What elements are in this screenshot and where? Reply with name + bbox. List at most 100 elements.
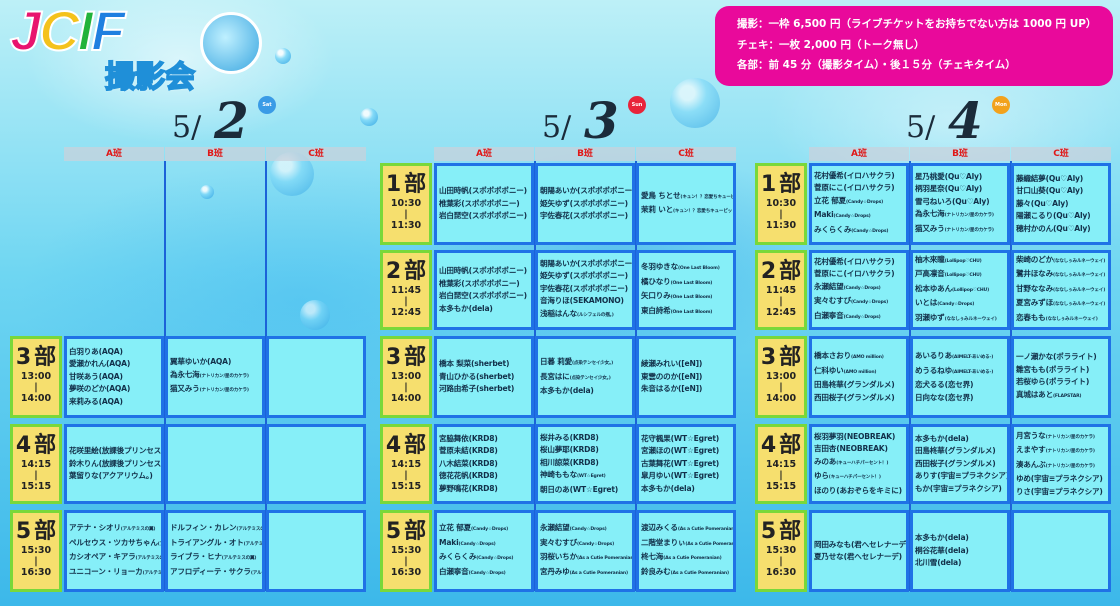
performer-name: 愛鳥 ちとせ	[641, 190, 681, 200]
session-start-time: 10:30	[390, 198, 422, 209]
group-name: (Candy☆Drops)	[851, 228, 889, 234]
session-start-time: 13:00	[765, 371, 797, 382]
performer-name: 柴崎のどか	[1016, 254, 1053, 264]
session-number: 4	[760, 433, 777, 458]
performer-entry: 朝陽あいか(スポポポポニー)	[540, 258, 632, 271]
performer-name: 為永七海	[170, 369, 200, 379]
performer-name: 田島柊華	[814, 380, 844, 389]
performer-entry: 岡田みなも(君へセレナーデ)	[814, 539, 906, 552]
group-name: (Candy☆Drops)	[833, 214, 871, 220]
performer-name: えまやす	[1016, 445, 1046, 455]
performer-entry: 月宮うな(ナトリカン/星のカケラ)	[1016, 430, 1108, 445]
group-name: (AQA)	[98, 371, 123, 381]
performer-entry: もか(宇宙≡プラネクシア)	[915, 483, 1007, 496]
performer-entry: 日向なな(恋セ界)	[915, 392, 1007, 405]
group-name: (スポポポポニー)	[461, 278, 520, 288]
performer-entry: 実々むすび(Candy☆Drops)	[540, 537, 632, 552]
group-name: (キューハチパーセント！)	[836, 460, 889, 466]
performer-name: 菅原にこ	[814, 269, 844, 279]
performer-name: 河路由希子	[439, 384, 476, 394]
session-time-block: 5 部 15:30 | 16:30	[755, 510, 807, 592]
performer-entry: 鈴良みむ(As a Cutie Pomeranian)	[641, 566, 733, 581]
info-line-cheki: チェキ：一枚 2,000 円（トーク無し）	[737, 38, 925, 51]
performer-name: みくらくみ	[814, 224, 852, 234]
performer-entry: 河路由希子(sherbet)	[439, 383, 531, 396]
group-name: (Candy☆Drops)	[843, 285, 881, 291]
weekday-badge: Sun	[628, 96, 646, 114]
performer-entry: 桐谷花華(dela)	[915, 545, 1007, 558]
schedule-cell: 花村優希(イロハサクラ) 菅原にこ(イロハサクラ) 永瀬結望(Candy☆Drops…	[809, 250, 909, 330]
time-separator: |	[34, 470, 38, 481]
session-start-time: 13:00	[390, 371, 422, 382]
performer-name: みのあ	[814, 456, 837, 466]
group-name: (Qu♡Aly)	[1052, 223, 1091, 233]
performer-name: 本多もか	[915, 433, 945, 443]
time-separator: |	[779, 556, 783, 567]
time-separator: |	[779, 470, 783, 481]
session-suffix: 部	[34, 345, 57, 370]
date-prefix: 5/	[172, 110, 202, 145]
group-name: (アルテミスの翼)	[157, 541, 164, 547]
performer-entry: 藤織結夢(Qu♡Aly)	[1016, 173, 1108, 186]
schedule-cell: 山田時帆(スポポポポニー) 椎葉彩(スポポポポニー) 岩白琵空(スポポポポニー)	[434, 163, 534, 245]
performer-name: 甘野ななみ	[1016, 283, 1053, 293]
time-separator: |	[404, 556, 408, 567]
session-time-block: 4 部 14:15 | 15:15	[755, 424, 807, 504]
performer-name: 戸高凛音	[915, 269, 945, 279]
group-name: (宇宙≡プラネクシア)	[1030, 486, 1103, 496]
group-name: (Candy☆Drops)	[576, 541, 614, 547]
performer-entry: 立花 郁夏(Candy☆Drops)	[814, 195, 906, 210]
performer-name: カシオペア・キアラ	[69, 552, 136, 561]
group-name: (AQA)	[105, 359, 131, 369]
performer-entry: 東白詩希(One Last Bloom)	[641, 305, 733, 320]
performer-name: 夢野鳴花	[439, 483, 469, 493]
performer-entry: 二階堂まりぃ(As a Cutie Pomeranian)	[641, 537, 733, 552]
time-separator: |	[404, 209, 408, 220]
performer-entry: 若桜ゆら(ポラライト)	[1016, 376, 1108, 389]
performer-name: 綾瀬みれい	[641, 359, 678, 369]
performer-entry: 松本ゆあん(Lollipop♡CHU)	[915, 283, 1007, 298]
performer-entry: みのあ(キューハチパーセント！)	[814, 456, 906, 471]
performer-entry: 桜山夢耶(KRD8)	[540, 444, 632, 457]
performer-name: 花咲里絵	[69, 446, 99, 456]
performer-entry: 為永七海(ナトリカン/星のカケラ)	[915, 208, 1007, 223]
performer-entry: 実々むすび(Candy☆Drops)	[814, 295, 906, 310]
performer-name: 桜山夢耶	[540, 445, 570, 455]
schedule-cell: 柴崎のどか(ななしぅみルネーウェイ) 鷺井ほなみ(ななしぅみルネーウェイ) 甘野なな…	[1011, 250, 1111, 330]
performer-name: 音海りほ	[540, 296, 570, 306]
group-name: (Lollipop♡CHU)	[951, 287, 989, 293]
group-name: (KRD8)	[468, 433, 498, 443]
group-name: (ナトリカン/星のカケラ)	[1045, 449, 1095, 455]
performer-name: 岩白琵空	[439, 211, 469, 221]
performer-entry: 鈴木りん(放課後プリンセス)	[69, 458, 161, 471]
performer-name: 桜井みる	[540, 432, 570, 442]
performer-name: 岡田みなも	[814, 539, 851, 549]
performer-name: 柚木來瞳	[915, 254, 945, 264]
logo-letter: I	[77, 0, 94, 62]
performer-entry: 古葉舞花(WT☆Egret)	[641, 458, 733, 471]
performer-name: 陽瀬こるり	[1016, 211, 1053, 221]
bubble-decoration	[300, 300, 330, 330]
schedule-cell: 橋本さおり(AMO million) 仁科ゆい(AMO million) 田島柊華(…	[809, 336, 909, 418]
performer-entry: 夢咲のどか(AQA)	[69, 383, 161, 396]
performer-name: 白瀬寧音	[439, 566, 469, 576]
session-time-block: 3 部 13:00 | 14:00	[380, 336, 432, 418]
schedule-cell: 白羽りあ(AQA) 愛瀬かれん(AQA) 甘咲あう(AQA) 夢咲のどか(AQA) 来莉…	[64, 336, 164, 418]
schedule-cell: 翼華ゆいか(AQA) 為永七海(ナトリカン/星のカケラ) 猫又みう(ナトリカン/星の…	[165, 336, 265, 418]
performer-name: 長宮はに	[540, 371, 570, 381]
group-name: (Qu♡Aly)	[944, 184, 983, 194]
session-suffix: 部	[404, 433, 427, 458]
group-name: (スポポポポニー)	[468, 291, 527, 300]
session-end-time: 11:30	[765, 220, 797, 231]
group-name: (NEOBREAK)	[836, 444, 888, 454]
performer-entry: 羽瀬ゆず(ななしぅみルネーウェイ)	[915, 312, 1007, 327]
performer-entry: 葉留りな(アクアリウム。)	[69, 470, 161, 483]
session-number: 4	[385, 433, 402, 458]
session-end-time: 15:15	[20, 481, 52, 492]
performer-entry: 本多もか(dela)	[915, 532, 1007, 545]
performer-entry: 朝日のあ(WT☆Egret)	[540, 484, 632, 497]
performer-entry: 綾瀬みれい([eN])	[641, 358, 733, 371]
group-name: (One Last Bloom)	[670, 280, 713, 286]
